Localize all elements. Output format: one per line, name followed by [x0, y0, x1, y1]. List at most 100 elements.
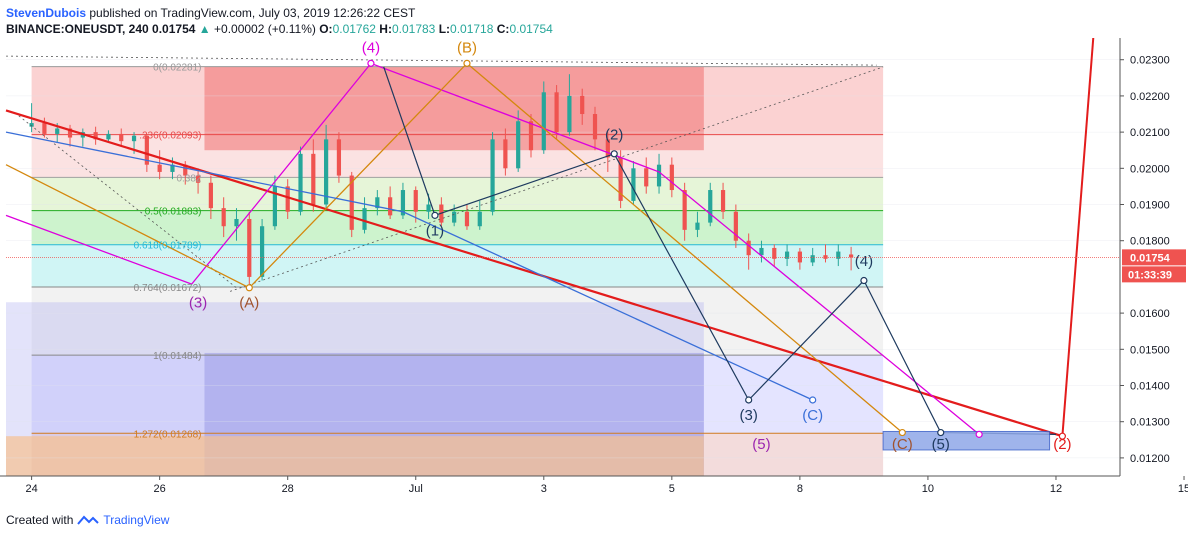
red-trendline [5, 109, 1063, 438]
wave-label: (2) [605, 126, 623, 143]
candle-body [464, 211, 470, 227]
candle-body [528, 121, 534, 151]
candle-body [618, 157, 623, 201]
wave-point-marker [463, 59, 471, 67]
wave-point-marker [431, 211, 439, 219]
orange-wave-path [5, 62, 903, 434]
candle-body [836, 251, 841, 259]
candle-body [426, 204, 431, 212]
candle-body [580, 95, 585, 115]
candle-body [656, 164, 662, 187]
price-tick-label: 0.02300 [1130, 55, 1170, 67]
wave-label: (4) [855, 253, 873, 270]
up-arrow-icon: ▲ [198, 22, 211, 36]
low-label: L: [438, 22, 451, 36]
candle-body [554, 92, 559, 133]
wave-point-marker [809, 396, 817, 404]
fib-label: 0.5(0.01883) [145, 207, 202, 218]
candle-body [400, 190, 406, 216]
fib-label: 0.764(0.01672) [134, 283, 202, 294]
publish-info: published on TradingView.com, July 03, 2… [89, 6, 416, 20]
fib-label: 0.618(0.01789) [134, 241, 202, 252]
footer: Created with TradingView [6, 513, 169, 527]
price-tick-label: 0.02100 [1130, 127, 1170, 139]
time-tick-label: 24 [25, 483, 37, 495]
candle-body [208, 182, 213, 209]
publish-line: StevenDubois published on TradingView.co… [6, 5, 1176, 21]
chart-header: StevenDubois published on TradingView.co… [6, 5, 1176, 37]
candle-body [797, 251, 802, 263]
candle-body [849, 254, 854, 258]
tradingview-logo-icon [77, 515, 100, 525]
candle-body [42, 123, 47, 134]
price-badge [1122, 249, 1186, 266]
candle-body [592, 114, 598, 140]
wave-label: (3) [739, 407, 757, 424]
fib-label: 0(0.02281) [153, 63, 201, 74]
wave-point-marker [610, 150, 618, 158]
countdown-badge [1122, 266, 1186, 283]
candle-body [106, 133, 111, 140]
close-value: 0.01754 [509, 22, 553, 36]
price-tick-label: 0.01300 [1130, 417, 1170, 429]
candle-body [285, 186, 290, 212]
candle-body [784, 251, 790, 259]
candle-body [131, 135, 137, 142]
candle-body [695, 222, 700, 230]
fib-label: 1.272(0.01268) [134, 429, 202, 440]
candle-body [144, 135, 149, 165]
price-tick-label: 0.01900 [1130, 200, 1170, 212]
candle-body [669, 164, 674, 191]
box-overlay [204, 66, 704, 151]
candle-body [490, 139, 495, 212]
price-chart[interactable]: 0(0.02281) .236(0.02093) 0.382 0.5(0.01883)… [0, 23, 1188, 504]
candle-body [324, 139, 329, 205]
current-price-label: 0.01754 [1130, 252, 1171, 264]
candle-body [55, 128, 60, 134]
time-tick-label: Jul [409, 483, 423, 495]
candle-body [349, 175, 354, 230]
wave-label: (C) [892, 436, 913, 453]
candle-body [605, 139, 610, 158]
price-tick-label: 0.01200 [1130, 453, 1170, 465]
symbol-label: BINANCE:ONEUSDT, 240 [6, 22, 149, 36]
wave-label: (1) [426, 222, 444, 239]
ohlc-line: BINANCE:ONEUSDT, 240 0.01754 ▲ +0.00002 … [6, 21, 1176, 37]
wave-label: (5) [752, 436, 770, 453]
candle-body [759, 247, 764, 256]
candle-body [119, 133, 124, 142]
fib-label: 0.382 [176, 173, 201, 184]
low-value: 0.01718 [450, 22, 494, 36]
price-change: +0.00002 (+0.11%) [214, 22, 316, 36]
candle-body [644, 168, 649, 187]
candle-body [170, 164, 175, 172]
candle-body [221, 208, 226, 227]
candle-body [477, 211, 482, 227]
wave-point-marker [1058, 432, 1066, 440]
wave-point-marker [245, 284, 253, 292]
author-name[interactable]: StevenDubois [6, 6, 87, 20]
candle-body [362, 208, 367, 230]
candle-body [29, 123, 34, 127]
candle-body [631, 168, 636, 201]
time-tick-label: 3 [541, 483, 547, 495]
close-label: C: [496, 22, 510, 36]
candle-body [375, 197, 380, 209]
time-tick-label: 5 [669, 483, 675, 495]
box-overlay [6, 436, 704, 476]
tradingview-brand[interactable]: TradingView [103, 513, 170, 527]
countdown-label: 01:33:39 [1128, 269, 1172, 281]
chart-area[interactable]: 0(0.02281) .236(0.02093) 0.382 0.5(0.01883)… [0, 23, 1188, 504]
fib-zone [31, 287, 884, 356]
price-tick-label: 0.02000 [1130, 163, 1170, 175]
dotted-trendline [5, 55, 877, 66]
candle-body [720, 190, 726, 212]
price-tick-label: 0.02200 [1130, 91, 1170, 103]
candle-body [388, 197, 393, 216]
candle-body [234, 218, 239, 227]
red-impulse-line [1061, 23, 1096, 437]
time-tick-label: 12 [1050, 483, 1062, 495]
candle-body [183, 164, 188, 176]
candle-body [746, 240, 751, 256]
fib-zone [31, 244, 884, 288]
